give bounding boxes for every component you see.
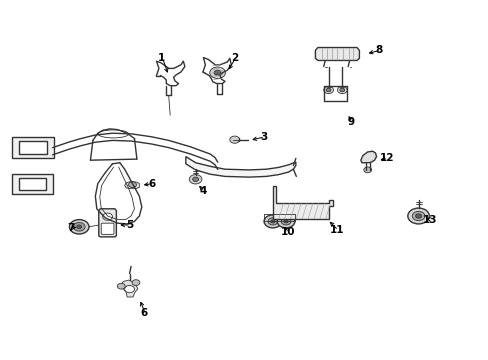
- Polygon shape: [19, 178, 46, 190]
- Polygon shape: [99, 209, 116, 237]
- Circle shape: [264, 215, 281, 228]
- Circle shape: [411, 211, 424, 221]
- Circle shape: [214, 70, 221, 75]
- Circle shape: [407, 208, 428, 224]
- Text: 10: 10: [281, 227, 295, 237]
- Polygon shape: [12, 137, 54, 158]
- Circle shape: [69, 220, 89, 234]
- Circle shape: [209, 67, 225, 78]
- Circle shape: [277, 215, 294, 228]
- Circle shape: [124, 285, 134, 293]
- Text: 6: 6: [148, 179, 155, 189]
- Circle shape: [189, 175, 202, 184]
- Circle shape: [192, 177, 198, 181]
- Text: 6: 6: [141, 308, 147, 318]
- Circle shape: [77, 225, 81, 229]
- Text: 2: 2: [231, 53, 238, 63]
- Text: 13: 13: [422, 215, 437, 225]
- Text: 8: 8: [375, 45, 382, 55]
- Circle shape: [337, 86, 346, 94]
- Text: 3: 3: [260, 132, 267, 142]
- Circle shape: [128, 182, 136, 188]
- Circle shape: [415, 214, 421, 218]
- Circle shape: [73, 222, 85, 231]
- Polygon shape: [360, 151, 376, 163]
- Circle shape: [229, 136, 239, 143]
- Polygon shape: [121, 280, 138, 297]
- Polygon shape: [124, 181, 139, 189]
- Circle shape: [323, 86, 333, 94]
- Text: 9: 9: [347, 117, 354, 127]
- Circle shape: [117, 283, 125, 289]
- Circle shape: [267, 218, 277, 225]
- Text: 12: 12: [379, 153, 394, 163]
- Polygon shape: [272, 186, 333, 219]
- Text: 11: 11: [329, 225, 344, 235]
- Circle shape: [281, 218, 290, 225]
- Polygon shape: [315, 48, 359, 60]
- Circle shape: [284, 220, 287, 223]
- Polygon shape: [12, 174, 53, 194]
- Circle shape: [325, 88, 330, 92]
- Circle shape: [132, 280, 140, 285]
- Circle shape: [270, 220, 274, 223]
- Text: 7: 7: [67, 222, 75, 233]
- Circle shape: [339, 88, 344, 92]
- Polygon shape: [185, 157, 295, 177]
- Text: 1: 1: [158, 53, 164, 63]
- Text: 4: 4: [199, 186, 206, 196]
- Circle shape: [102, 213, 112, 220]
- FancyBboxPatch shape: [101, 223, 114, 234]
- Text: 5: 5: [126, 220, 133, 230]
- Circle shape: [363, 167, 371, 173]
- Polygon shape: [19, 141, 47, 154]
